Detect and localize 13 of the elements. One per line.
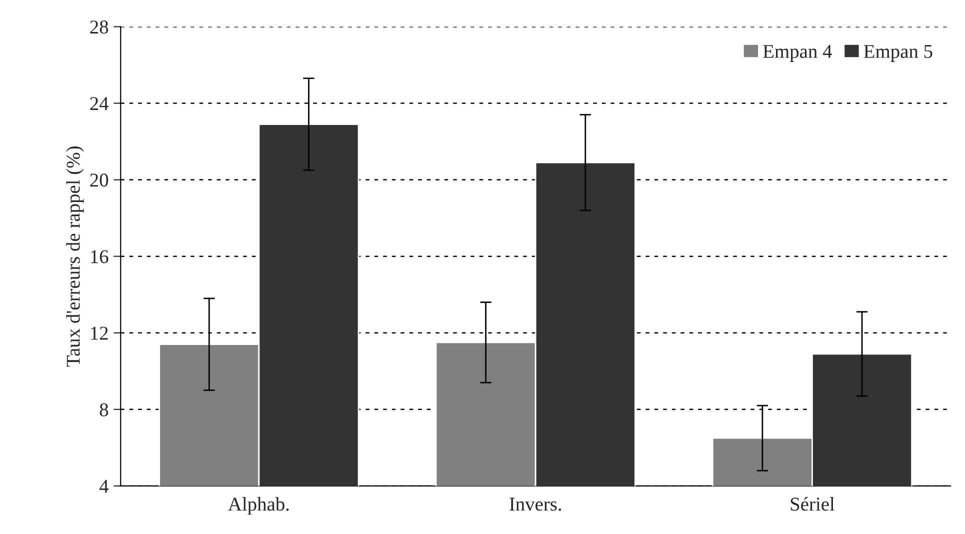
legend-label: Empan 5 — [864, 45, 932, 62]
x-tick-label: Invers. — [510, 498, 562, 511]
x-tick-label: Sériel — [790, 497, 834, 511]
y-tick-label: 28 — [90, 20, 108, 34]
y-tick-label: 20 — [90, 174, 108, 187]
y-tick-label: 12 — [91, 326, 108, 340]
y-tick-label: 16 — [91, 250, 108, 264]
legend-label: Empan 4 — [763, 45, 832, 62]
x-tick-label: Alphab. — [228, 497, 289, 515]
y-tick-label: 8 — [100, 403, 108, 416]
y-axis-title: Taux d'erreurs de rappel (%) — [66, 146, 84, 367]
y-tick-label: 4 — [99, 480, 109, 493]
y-tick-label: 24 — [90, 97, 109, 110]
